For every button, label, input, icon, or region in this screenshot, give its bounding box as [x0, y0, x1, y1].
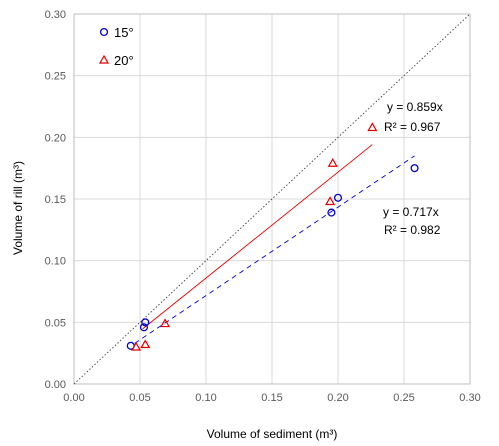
- trendline-series-2: [142, 144, 373, 330]
- legend-marker-1: [99, 27, 109, 37]
- x-tick-label: 0.10: [195, 392, 216, 404]
- one-to-one-reference-line: [73, 13, 471, 385]
- y-tick-labels: 0.00 0.05 0.10 0.15 0.20 0.25 0.30: [45, 9, 66, 391]
- y-tick-label: 0.20: [45, 132, 66, 144]
- x-tick-labels: 0.00 0.05 0.10 0.15 0.20 0.25 0.30: [63, 392, 480, 404]
- x-tick-label: 0.30: [459, 392, 480, 404]
- trend-r2-series-1: R² = 0.982: [384, 223, 441, 237]
- data-point-series-1: [410, 164, 419, 173]
- x-tick-label: 0.15: [261, 392, 282, 404]
- data-point-series-1: [333, 193, 343, 202]
- data-point-series-2: [367, 122, 378, 132]
- legend-label-2: 20°: [114, 53, 134, 68]
- trend-equation-series-2: y = 0.859x: [387, 100, 443, 114]
- trend-equation-series-1: y = 0.717x: [383, 205, 439, 219]
- plot-area-border: [73, 13, 471, 385]
- data-point-series-2: [131, 341, 142, 351]
- x-tick-label: 0.00: [63, 392, 84, 404]
- data-point-series-2: [327, 158, 338, 167]
- x-tick-label: 0.25: [393, 392, 414, 404]
- data-point-series-2: [325, 196, 336, 206]
- points-layer: [126, 122, 419, 351]
- data-point-series-1: [141, 318, 150, 327]
- y-tick-label: 0.30: [45, 9, 66, 21]
- trendline-series-1: [134, 155, 415, 344]
- lines-layer: [73, 13, 471, 385]
- legend-marker-2: [98, 54, 110, 64]
- data-point-series-1: [327, 208, 336, 217]
- legend: 15° 20°: [98, 25, 134, 68]
- x-tick-label: 0.05: [129, 392, 150, 404]
- trend-equations: y = 0.717x R² = 0.982 y = 0.859x R² = 0.967: [383, 100, 443, 237]
- data-point-series-2: [140, 339, 151, 349]
- y-tick-label: 0.25: [45, 71, 66, 83]
- y-tick-label: 0.00: [45, 379, 66, 391]
- data-point-series-2: [160, 318, 171, 328]
- x-axis-title: Volume of sediment (m³): [207, 427, 338, 441]
- y-tick-label: 0.15: [45, 194, 66, 206]
- y-tick-label: 0.10: [45, 256, 66, 268]
- y-axis-title: Volume of rill (m³): [11, 161, 25, 255]
- data-point-series-1: [139, 323, 149, 332]
- y-tick-label: 0.05: [45, 317, 66, 329]
- legend-label-1: 15°: [114, 25, 134, 40]
- x-tick-label: 0.20: [327, 392, 348, 404]
- trend-r2-series-2: R² = 0.967: [384, 120, 441, 134]
